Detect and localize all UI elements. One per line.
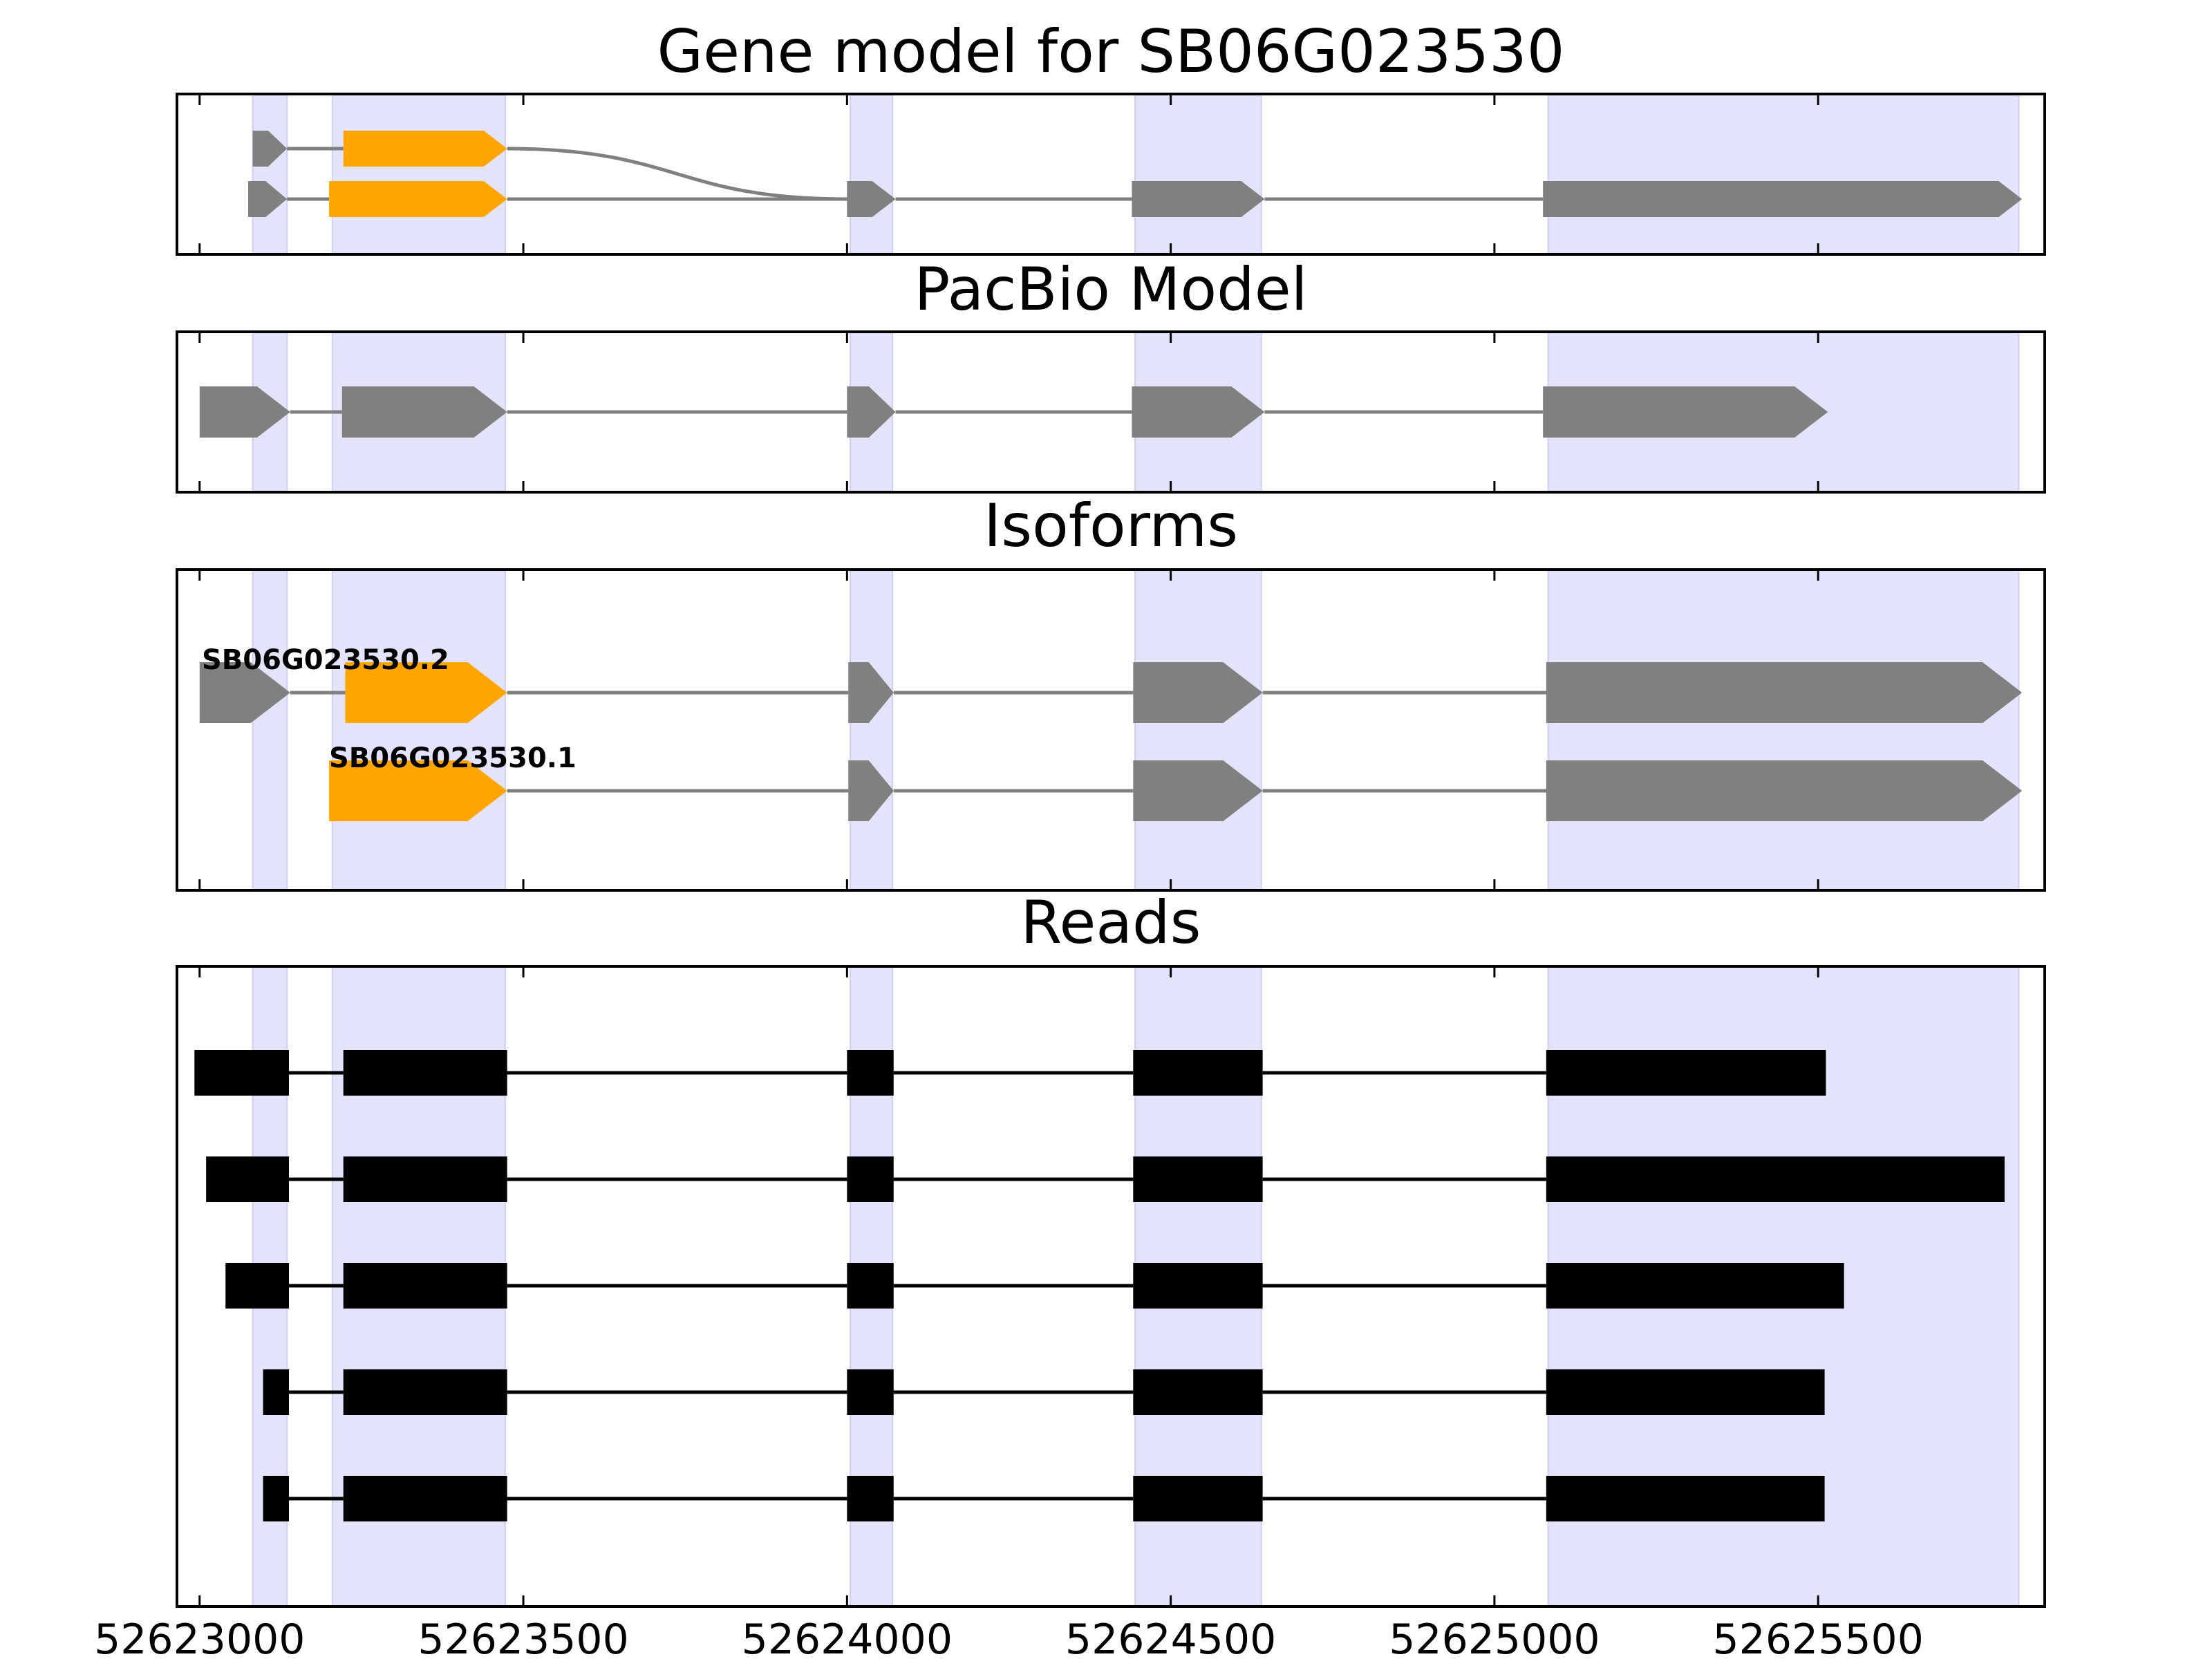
read-block xyxy=(1546,1050,1826,1096)
x-tick-label: 52624000 xyxy=(742,1615,953,1659)
shaded-exon-region xyxy=(1134,569,1262,891)
read-block xyxy=(1133,1263,1263,1309)
utr-exon xyxy=(199,386,290,438)
shaded-exon-region xyxy=(252,569,288,891)
read-block xyxy=(847,1050,894,1096)
pacbio-title: PacBio Model xyxy=(914,255,1307,324)
utr-exon xyxy=(199,662,290,723)
read-block xyxy=(1546,1156,2005,1202)
gene-model-panel-frame xyxy=(176,93,2046,256)
x-tick-label: 52623000 xyxy=(94,1615,305,1659)
cds-exon xyxy=(343,131,507,167)
read-block xyxy=(847,1156,894,1202)
shaded-exon-region xyxy=(850,569,893,891)
x-tick-label: 52625000 xyxy=(1389,1615,1600,1659)
reads-panel-frame xyxy=(176,965,2046,1608)
pacbio-panel-frame xyxy=(176,330,2046,494)
utr-exon xyxy=(1543,386,1828,438)
x-tick-label: 52623500 xyxy=(418,1615,628,1659)
read-block xyxy=(343,1476,507,1521)
read-block xyxy=(194,1050,290,1096)
shaded-exon-region xyxy=(252,93,288,255)
read-block xyxy=(1133,1050,1263,1096)
utr-exon xyxy=(847,181,896,217)
read-block xyxy=(1546,1369,1825,1415)
shaded-exon-region xyxy=(1547,569,2020,891)
read-block xyxy=(1546,1476,1825,1521)
isoform-label: SB06G023530.2 xyxy=(202,644,449,676)
utr-exon xyxy=(1546,760,2023,821)
isoforms-title: Isoforms xyxy=(984,491,1238,561)
utr-exon xyxy=(847,386,896,438)
read-block xyxy=(225,1263,290,1309)
read-block xyxy=(263,1476,290,1521)
utr-exon xyxy=(848,662,894,723)
read-block xyxy=(847,1369,894,1415)
read-block xyxy=(847,1263,894,1309)
gene-model-title: Gene model for SB06G023530 xyxy=(657,17,1565,86)
cds-exon xyxy=(329,760,507,821)
utr-exon xyxy=(1133,760,1263,821)
read-block xyxy=(1133,1369,1263,1415)
x-axis: 52623000 52623500 52624000 52624500 52625000… xyxy=(94,1615,1924,1659)
shaded-exon-region xyxy=(331,569,506,891)
reads-panel xyxy=(176,965,2046,1608)
cds-exon xyxy=(345,662,507,723)
utr-exon xyxy=(848,760,894,821)
x-tick-label: 52625500 xyxy=(1713,1615,1924,1659)
utr-exon xyxy=(252,131,288,167)
shaded-exon-region xyxy=(850,93,893,255)
splice-connector xyxy=(507,147,847,201)
isoforms-panel: SB06G023530.2 SB06G023530.1 xyxy=(176,568,2046,892)
utr-exon xyxy=(1543,181,2023,217)
read-block xyxy=(1133,1476,1263,1521)
read-block xyxy=(1546,1263,1844,1309)
utr-exon xyxy=(1132,181,1265,217)
x-tick-label: 52624500 xyxy=(1065,1615,1276,1659)
read-block xyxy=(847,1476,894,1521)
read-block xyxy=(343,1369,507,1415)
utr-exon xyxy=(1133,662,1263,723)
cds-exon xyxy=(329,181,507,217)
shaded-exon-region xyxy=(331,93,506,255)
pacbio-panel xyxy=(176,330,2046,494)
reads-title: Reads xyxy=(1021,888,1201,957)
read-block xyxy=(343,1050,507,1096)
read-block xyxy=(343,1156,507,1202)
shaded-exon-region xyxy=(1134,93,1262,255)
shaded-exon-region xyxy=(1547,93,2020,255)
isoform-label: SB06G023530.1 xyxy=(329,742,577,774)
utr-exon xyxy=(1546,662,2023,723)
utr-exon xyxy=(248,181,288,217)
utr-exon xyxy=(341,386,507,438)
isoforms-panel-frame xyxy=(176,568,2046,892)
gene-model-panel xyxy=(176,93,2046,256)
read-block xyxy=(1133,1156,1263,1202)
read-block xyxy=(263,1369,290,1415)
read-block xyxy=(343,1263,507,1309)
read-block xyxy=(206,1156,290,1202)
utr-exon xyxy=(1132,386,1265,438)
